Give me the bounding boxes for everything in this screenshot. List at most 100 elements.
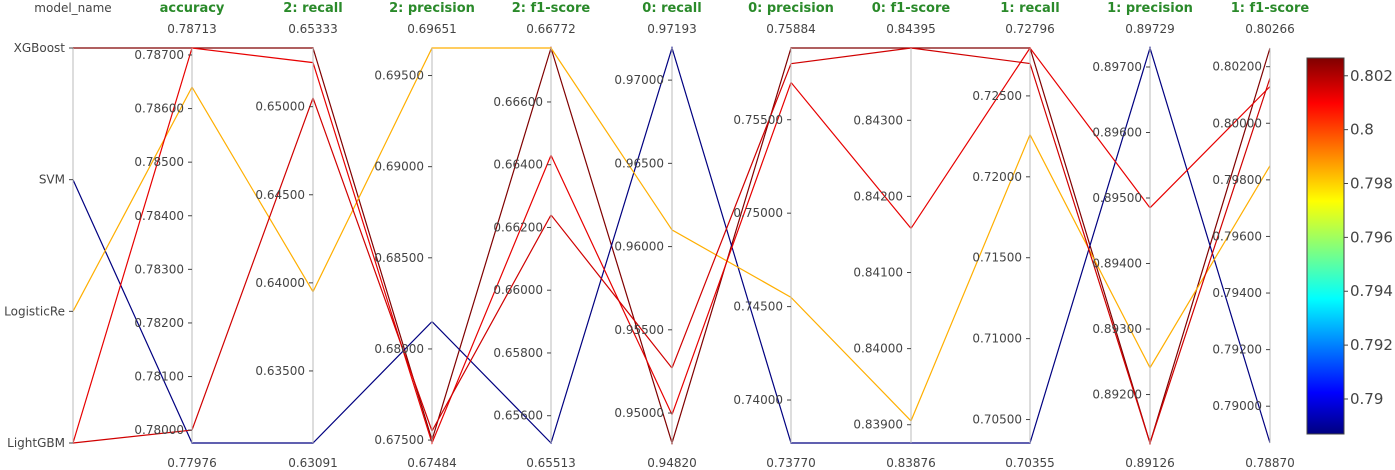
axis-max-label: 0.89729 [1125, 22, 1175, 36]
axis-title: 0: recall [642, 1, 701, 16]
category-label: SVM [39, 173, 65, 187]
axis-max-label: 0.65333 [288, 22, 338, 36]
axis-tick-label: 0.79800 [1212, 173, 1262, 187]
axis-tick-label: 0.89200 [1092, 388, 1142, 402]
axis-tick-label: 0.78400 [134, 209, 184, 223]
axis-tick-label: 0.97000 [614, 73, 664, 87]
axis-tick-label: 0.75000 [733, 206, 783, 220]
axis-tick-label: 0.84200 [853, 189, 903, 203]
axis-tick-label: 0.65000 [255, 100, 305, 114]
axis-tick-label: 0.78300 [134, 262, 184, 276]
axis-tick-label: 0.89600 [1092, 126, 1142, 140]
axis-tick-label: 0.64500 [255, 188, 305, 202]
axis-tick-label: 0.83900 [853, 418, 903, 432]
axis-min-label: 0.78870 [1245, 456, 1295, 470]
axis-title: 2: f1-score [512, 1, 591, 16]
colorbar-tick-label: 0.798 [1350, 175, 1393, 193]
category-label: LightGBM [7, 436, 65, 450]
colorbar: 0.79 0.792 0.794 0.796 0.798 0.8 0.802 [1306, 57, 1393, 435]
category-label: XGBoost [14, 41, 66, 55]
axis-tick-label: 0.74500 [733, 300, 783, 314]
axis-min-label: 0.65513 [526, 456, 576, 470]
axis-tick-label: 0.63500 [255, 364, 305, 378]
axis-title: accuracy [160, 1, 225, 16]
axis-tick-label: 0.74000 [733, 393, 783, 407]
axis-tick-label: 0.84100 [853, 266, 903, 280]
axis-max-label: 0.75884 [766, 22, 816, 36]
axis-max-label: 0.84395 [886, 22, 936, 36]
axis-max-label: 0.69651 [407, 22, 457, 36]
axis-0: accuracy 0.78713 0.77976 0.78000 0.78100 0.78… [134, 1, 225, 470]
axis-tick-label: 0.84000 [853, 342, 903, 356]
axis-tick-label: 0.80000 [1212, 116, 1262, 130]
axis-tick-label: 0.65600 [493, 409, 543, 423]
axis-tick-label: 0.78100 [134, 370, 184, 384]
axis-title: 2: recall [283, 1, 342, 16]
axis-tick-label: 0.68000 [374, 342, 424, 356]
axis-tick-label: 0.67500 [374, 433, 424, 447]
axis-tick-label: 0.95500 [614, 323, 664, 337]
axis-tick-label: 0.66200 [493, 220, 543, 234]
axis-6: 0: f1-score 0.84395 0.83876 0.83900 0.84000 0… [853, 1, 950, 470]
axis-tick-label: 0.89700 [1092, 60, 1142, 74]
axis-tick-label: 0.71000 [972, 332, 1022, 346]
axis-max-label: 0.97193 [647, 22, 697, 36]
axis-tick-label: 0.66600 [493, 95, 543, 109]
axis-min-label: 0.89126 [1125, 456, 1175, 470]
colorbar-tick-label: 0.792 [1350, 336, 1393, 354]
colorbar-tick-label: 0.794 [1350, 282, 1393, 300]
axis-7: 1: recall 0.72796 0.70355 0.70500 0.71000 0.7… [972, 1, 1059, 470]
category-axis-title: model_name [34, 1, 111, 15]
category-label: LogisticRe [4, 304, 65, 318]
axis-title: 1: precision [1107, 1, 1193, 16]
axis-tick-label: 0.79400 [1212, 286, 1262, 300]
axis-tick-label: 0.65800 [493, 346, 543, 360]
axis-min-label: 0.63091 [288, 456, 338, 470]
axes: model_name XGBoost SVM LogisticRe LightGBM ac… [4, 1, 1309, 470]
axis-tick-label: 0.95000 [614, 406, 664, 420]
colorbar-gradient [1306, 57, 1345, 435]
axis-tick-label: 0.75500 [733, 113, 783, 127]
axis-tick-label: 0.89500 [1092, 191, 1142, 205]
axis-tick-label: 0.78700 [134, 48, 184, 62]
axis-3: 2: f1-score 0.66772 0.65513 0.65600 0.65800 0… [493, 1, 590, 470]
axis-tick-label: 0.79600 [1212, 229, 1262, 243]
category-axis: model_name XGBoost SVM LogisticRe LightGBM [4, 1, 112, 450]
axis-min-label: 0.77976 [167, 456, 217, 470]
axis-2: 2: precision 0.69651 0.67484 0.67500 0.68000… [374, 1, 475, 470]
axis-tick-label: 0.78000 [134, 423, 184, 437]
axis-tick-label: 0.78500 [134, 155, 184, 169]
axis-min-label: 0.83876 [886, 456, 936, 470]
axis-tick-label: 0.84300 [853, 113, 903, 127]
axis-max-label: 0.80266 [1245, 22, 1295, 36]
colorbar-tick-label: 0.8 [1350, 121, 1374, 139]
axis-title: 0: f1-score [872, 1, 951, 16]
axis-tick-label: 0.70500 [972, 413, 1022, 427]
axis-9: 1: f1-score 0.80266 0.78870 0.79000 0.79200 0… [1212, 1, 1309, 470]
axis-tick-label: 0.89300 [1092, 322, 1142, 336]
axis-min-label: 0.73770 [766, 456, 816, 470]
axis-tick-label: 0.79200 [1212, 343, 1262, 357]
axis-min-label: 0.67484 [407, 456, 457, 470]
axis-tick-label: 0.79000 [1212, 399, 1262, 413]
colorbar-tick-label: 0.79 [1350, 390, 1383, 408]
axis-tick-label: 0.80200 [1212, 60, 1262, 74]
axis-tick-label: 0.96500 [614, 156, 664, 170]
axis-max-label: 0.72796 [1005, 22, 1055, 36]
axis-8: 1: precision 0.89729 0.89126 0.89200 0.89300… [1092, 1, 1193, 470]
axis-title: 0: precision [748, 1, 834, 16]
axis-max-label: 0.66772 [526, 22, 576, 36]
colorbar-tick-label: 0.802 [1350, 67, 1393, 85]
axis-title: 1: recall [1000, 1, 1059, 16]
colorbar-tick-label: 0.796 [1350, 228, 1393, 246]
axis-tick-label: 0.66400 [493, 158, 543, 172]
axis-1: 2: recall 0.65333 0.63091 0.63500 0.64000 0.6… [255, 1, 342, 470]
axis-tick-label: 0.69000 [374, 160, 424, 174]
axis-4: 0: recall 0.97193 0.94820 0.95000 0.95500 0.9… [614, 1, 701, 470]
axis-min-label: 0.70355 [1005, 456, 1055, 470]
axis-tick-label: 0.96000 [614, 240, 664, 254]
axis-tick-label: 0.78600 [134, 102, 184, 116]
axis-tick-label: 0.72000 [972, 170, 1022, 184]
axis-5: 0: precision 0.75884 0.73770 0.74000 0.74500… [733, 1, 834, 470]
